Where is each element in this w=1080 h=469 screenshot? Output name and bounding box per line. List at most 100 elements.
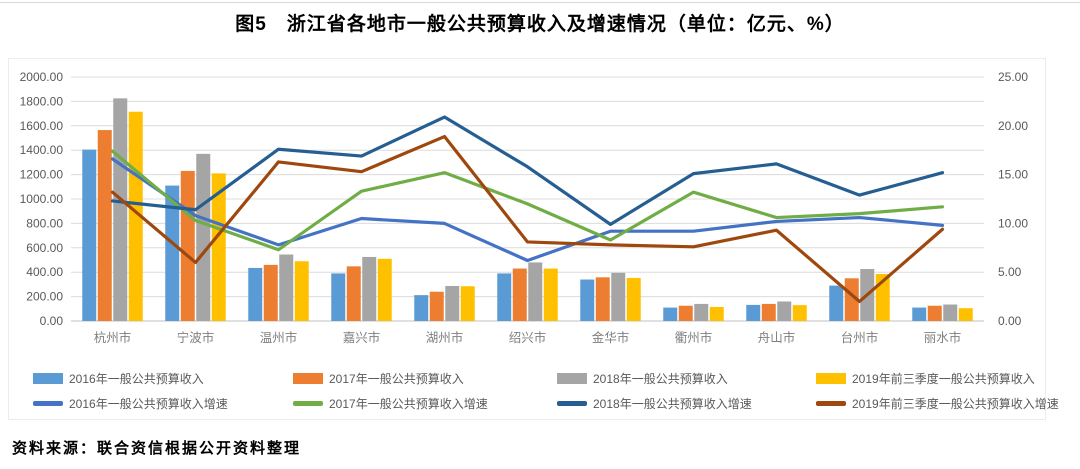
- y-axis-label-left: 400.00: [26, 265, 63, 279]
- x-axis-label: 宁波市: [177, 330, 215, 345]
- legend-item: 2016年一般公共预算收入增速: [33, 396, 228, 411]
- bar-2-舟山市: [761, 303, 776, 321]
- bar-2-宁波市: [180, 170, 195, 321]
- y-axis-label-left: 200.00: [26, 290, 63, 304]
- legend-label: 2017年一般公共预算收入: [329, 371, 464, 386]
- x-axis-label: 金华市: [592, 330, 630, 345]
- bar-2-嘉兴市: [346, 266, 361, 321]
- top-rule: [0, 2, 1080, 3]
- y-axis-label-left: 800.00: [26, 216, 63, 230]
- x-axis-label: 嘉兴市: [343, 330, 381, 345]
- bar-2-湖州市: [429, 291, 444, 321]
- legend-label: 2018年一般公共预算收入: [593, 371, 728, 386]
- y-axis-label-left: 1000.00: [20, 192, 64, 206]
- bar-4-丽水市: [958, 308, 973, 321]
- line-3: [110, 115, 945, 226]
- bar-2-温州市: [263, 264, 278, 321]
- bar-3-嘉兴市: [362, 256, 377, 321]
- bar-1-绍兴市: [497, 273, 512, 321]
- legend-item: 2018年一般公共预算收入: [557, 371, 728, 386]
- legend-item: 2019年前三季度一般公共预算收入: [816, 371, 1035, 386]
- bar-3-温州市: [279, 254, 294, 321]
- bar-2-台州市: [844, 278, 859, 321]
- y-axis-label-left: 1200.00: [20, 168, 64, 182]
- bar-4-杭州市: [128, 111, 143, 321]
- bar-1-湖州市: [414, 295, 429, 321]
- y-axis-label-left: 1600.00: [20, 119, 64, 133]
- bar-3-杭州市: [113, 98, 128, 321]
- y-axis-label-left: 600.00: [26, 241, 63, 255]
- bar-3-宁波市: [196, 153, 211, 321]
- legend-swatch-line: [816, 400, 846, 406]
- y-axis-label-right: 25.00: [998, 70, 1028, 84]
- x-axis-label: 杭州市: [94, 330, 132, 345]
- legend-swatch-bar: [33, 372, 63, 384]
- x-axis-label: 湖州市: [426, 330, 464, 345]
- legend-swatch-bar: [557, 372, 587, 384]
- bar-3-绍兴市: [528, 262, 543, 321]
- legend-item: 2018年一般公共预算收入增速: [557, 396, 752, 411]
- bar-1-嘉兴市: [331, 273, 346, 321]
- bar-1-杭州市: [82, 149, 97, 321]
- x-axis-label: 舟山市: [758, 330, 796, 345]
- bar-4-嘉兴市: [377, 258, 392, 321]
- legend-label: 2016年一般公共预算收入: [69, 371, 204, 386]
- line-2: [110, 149, 945, 252]
- bar-3-湖州市: [445, 285, 460, 321]
- bar-4-绍兴市: [543, 268, 558, 321]
- line-4: [110, 134, 945, 304]
- bar-3-舟山市: [777, 301, 792, 321]
- bar-1-温州市: [248, 267, 263, 321]
- legend-swatch-bar: [816, 372, 846, 384]
- bar-3-衢州市: [694, 303, 709, 321]
- bar-1-宁波市: [165, 185, 180, 321]
- bar-2-杭州市: [97, 130, 112, 321]
- legend-label: 2018年一般公共预算收入增速: [593, 396, 752, 411]
- bar-1-衢州市: [663, 307, 678, 321]
- bar-3-金华市: [611, 272, 626, 321]
- x-axis-label: 台州市: [841, 330, 879, 345]
- bar-2-金华市: [595, 277, 610, 321]
- y-axis-label-right: 5.00: [998, 265, 1022, 279]
- legend-label: 2019年前三季度一般公共预算收入: [852, 371, 1035, 386]
- chart-title: 图5 浙江省各地市一般公共预算收入及增速情况（单位：亿元、%）: [235, 14, 845, 35]
- legend-item: 2017年一般公共预算收入: [293, 371, 464, 386]
- legend-label: 2019年前三季度一般公共预算收入增速: [852, 396, 1059, 411]
- bar-4-舟山市: [792, 305, 807, 321]
- bar-2-衢州市: [678, 305, 693, 321]
- y-axis-label-right: 20.00: [998, 119, 1028, 133]
- legend-label: 2017年一般公共预算收入增速: [329, 396, 488, 411]
- bar-1-舟山市: [746, 304, 761, 321]
- chart: 0.00 200.00 400.00 600.00 800.00 1000.00 1200.…: [8, 58, 1059, 420]
- x-axis-label: 绍兴市: [509, 330, 547, 345]
- bar-2-丽水市: [927, 305, 942, 321]
- x-axis-label: 温州市: [260, 330, 298, 345]
- bar-4-衢州市: [709, 306, 724, 321]
- legend-swatch-bar: [293, 372, 323, 384]
- legend-swatch-line: [293, 400, 323, 406]
- x-axis-label: 衢州市: [675, 330, 713, 345]
- legend-item: 2016年一般公共预算收入: [33, 371, 204, 386]
- y-axis-label-left: 0.00: [40, 314, 64, 328]
- y-axis-label-right: 0.00: [998, 314, 1022, 328]
- bar-1-丽水市: [912, 307, 927, 321]
- bar-4-宁波市: [211, 173, 226, 321]
- legend-swatch-line: [557, 400, 587, 406]
- bar-4-金华市: [626, 277, 641, 321]
- bar-4-湖州市: [460, 286, 475, 321]
- line-1: [110, 157, 945, 263]
- x-axis-label: 丽水市: [924, 330, 962, 345]
- legend-label: 2016年一般公共预算收入增速: [69, 396, 228, 411]
- legend-item: 2017年一般公共预算收入增速: [293, 396, 488, 411]
- y-axis-label-right: 10.00: [998, 216, 1028, 230]
- y-axis-label-right: 15.00: [998, 168, 1028, 182]
- bar-2-绍兴市: [512, 268, 527, 321]
- y-axis-label-left: 1400.00: [20, 143, 64, 157]
- source-note: 资料来源：联合资信根据公开资料整理: [12, 440, 302, 457]
- bar-1-台州市: [829, 285, 844, 321]
- chart-canvas: 0.00 200.00 400.00 600.00 800.00 1000.00 1200.…: [20, 70, 1029, 345]
- y-axis-label-left: 1800.00: [20, 94, 64, 108]
- y-axis-label-left: 2000.00: [20, 70, 64, 84]
- bar-4-温州市: [294, 261, 309, 321]
